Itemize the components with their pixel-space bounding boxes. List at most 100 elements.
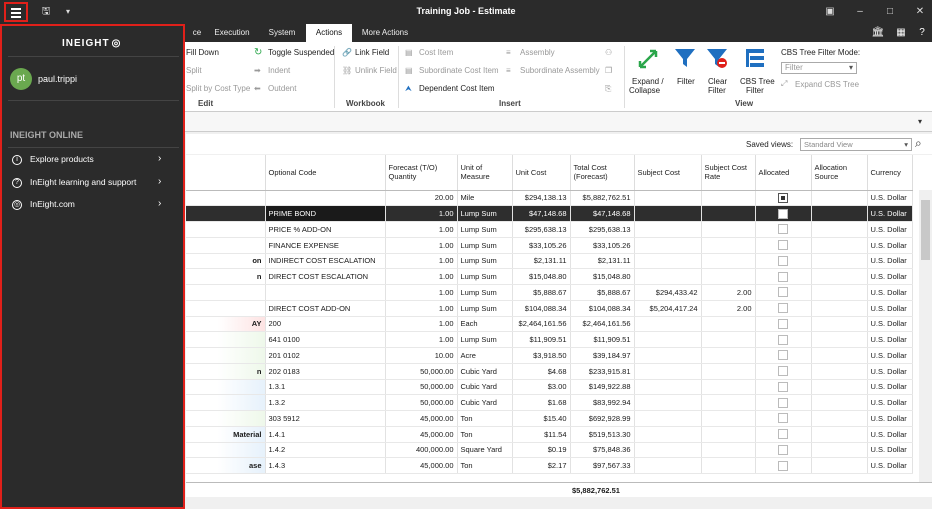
cell-subject-cost[interactable] [634, 426, 702, 443]
table-row[interactable]: on INDIRECT COST ESCALATION 1.00 Lump Sum $2… [186, 253, 913, 270]
cell-currency[interactable]: U.S. Dollar [867, 205, 913, 222]
cell-subject-cost-rate[interactable] [701, 205, 756, 222]
table-row[interactable]: DIRECT COST ADD-ON 1.00 Lump Sum $104,088.3… [186, 300, 913, 317]
cell-subject-cost[interactable] [634, 253, 702, 270]
allocated-checkbox[interactable] [778, 303, 788, 314]
cell-subject-cost[interactable] [634, 410, 702, 427]
cell-quantity[interactable]: 1.00 [385, 316, 458, 333]
cell-optional-code[interactable]: 1.3.2 [265, 394, 386, 411]
cell-currency[interactable]: U.S. Dollar [867, 268, 913, 285]
cell-total-cost[interactable]: $15,048.80 [570, 268, 635, 285]
cell-unit-of-measure[interactable]: Mile [457, 190, 513, 207]
cell-quantity[interactable]: 1.00 [385, 253, 458, 270]
cell-quantity[interactable]: 400,000.00 [385, 442, 458, 459]
unlink-field-button[interactable]: Unlink Field [355, 66, 397, 75]
cell-subject-cost[interactable] [634, 347, 702, 364]
cell-unit-of-measure[interactable]: Lump Sum [457, 205, 513, 222]
cell-allocated[interactable] [755, 347, 812, 364]
cell-allocated[interactable] [755, 363, 812, 380]
cell-total-cost[interactable]: $692,928.99 [570, 410, 635, 427]
column-header-unit-of-measure[interactable]: Unit of Measure [457, 155, 513, 191]
cell-description[interactable]: AY [186, 316, 266, 333]
allocated-checkbox[interactable] [778, 287, 788, 298]
allocated-checkbox[interactable] [778, 366, 788, 377]
cell-quantity[interactable]: 1.00 [385, 331, 458, 348]
cell-subject-cost-rate[interactable] [701, 221, 756, 238]
cell-total-cost[interactable]: $97,567.33 [570, 457, 635, 474]
cell-total-cost[interactable]: $39,184.97 [570, 347, 635, 364]
cell-unit-of-measure[interactable]: Lump Sum [457, 331, 513, 348]
cell-unit-cost[interactable]: $294,138.13 [512, 190, 571, 207]
cell-subject-cost-rate[interactable]: 2.00 [701, 284, 756, 301]
cell-total-cost[interactable]: $295,638.13 [570, 221, 635, 238]
cell-subject-cost-rate[interactable] [701, 268, 756, 285]
cell-unit-cost[interactable]: $104,088.34 [512, 300, 571, 317]
restore-layout-icon[interactable]: ▣ [825, 6, 835, 17]
cell-allocation-source[interactable] [811, 394, 868, 411]
cell-currency[interactable]: U.S. Dollar [867, 347, 913, 364]
cell-quantity[interactable]: 50,000.00 [385, 363, 458, 380]
cell-unit-cost[interactable]: $5,888.67 [512, 284, 571, 301]
cell-subject-cost[interactable]: $5,204,417.24 [634, 300, 702, 317]
cell-allocation-source[interactable] [811, 363, 868, 380]
cell-currency[interactable]: U.S. Dollar [867, 237, 913, 254]
table-row[interactable]: ase 1.4.3 45,000.00 Ton $2.17 $97,567.33 U.S. … [186, 457, 913, 474]
cell-quantity[interactable]: 50,000.00 [385, 394, 458, 411]
cell-subject-cost[interactable] [634, 363, 702, 380]
search-icon[interactable]: ⌕ [915, 136, 922, 150]
cell-total-cost[interactable]: $104,088.34 [570, 300, 635, 317]
cell-allocated[interactable] [755, 300, 812, 317]
minimize-icon[interactable]: – [857, 6, 863, 17]
column-header-total-cost[interactable]: Total Cost (Forecast) [570, 155, 635, 191]
table-row[interactable]: n DIRECT COST ESCALATION 1.00 Lump Sum $15,0… [186, 268, 913, 285]
expand-cbs-tree-button[interactable]: Expand CBS Tree [795, 80, 860, 89]
hamburger-menu-button[interactable] [4, 2, 28, 22]
chevron-right-icon[interactable]: › [158, 153, 162, 164]
allocated-checkbox[interactable] [778, 208, 788, 219]
cell-subject-cost[interactable] [634, 221, 702, 238]
cell-unit-of-measure[interactable]: Acre [457, 347, 513, 364]
cell-optional-code[interactable]: 1.4.1 [265, 426, 386, 443]
cell-optional-code[interactable] [265, 190, 386, 207]
clear-filter-label-1[interactable]: Clear [708, 77, 728, 86]
table-row[interactable]: PRIME BOND 1.00 Lump Sum $47,148.68 $47,148.… [186, 205, 913, 222]
column-header-forecast-quantity[interactable]: Forecast (T/O) Quantity [385, 155, 458, 191]
cell-subject-cost[interactable] [634, 268, 702, 285]
cell-subject-cost-rate[interactable] [701, 190, 756, 207]
user-name[interactable]: paul.trippi [38, 74, 78, 84]
cell-unit-cost[interactable]: $15,048.80 [512, 268, 571, 285]
cell-allocation-source[interactable] [811, 284, 868, 301]
cell-currency[interactable]: U.S. Dollar [867, 457, 913, 474]
assembly-button[interactable]: Assembly [520, 48, 555, 57]
close-icon[interactable]: ✕ [915, 6, 925, 17]
cell-allocated[interactable] [755, 379, 812, 396]
cell-optional-code[interactable]: 202 0183 [265, 363, 386, 380]
cell-description[interactable]: ase [186, 457, 266, 474]
cell-quantity[interactable]: 1.00 [385, 284, 458, 301]
cell-unit-of-measure[interactable]: Square Yard [457, 442, 513, 459]
expand-collapse-label-2[interactable]: Collapse [629, 86, 661, 95]
cell-allocated[interactable] [755, 190, 812, 207]
column-header-optional-code[interactable]: Optional Code [265, 155, 386, 191]
cell-unit-cost[interactable]: $11,909.51 [512, 331, 571, 348]
cell-allocation-source[interactable] [811, 268, 868, 285]
people-icon[interactable]: ⚇ [605, 48, 613, 57]
cell-description[interactable]: n [186, 268, 266, 285]
cell-optional-code[interactable]: 1.4.3 [265, 457, 386, 474]
cell-unit-of-measure[interactable]: Ton [457, 457, 513, 474]
cell-quantity[interactable]: 1.00 [385, 268, 458, 285]
cell-quantity[interactable]: 1.00 [385, 300, 458, 317]
table-row[interactable]: PRICE % ADD-ON 1.00 Lump Sum $295,638.13 $29… [186, 221, 913, 238]
allocated-checkbox[interactable] [778, 429, 788, 440]
cell-subject-cost[interactable] [634, 205, 702, 222]
cbs-tree-filter-label-1[interactable]: CBS Tree [740, 77, 775, 86]
cell-allocated[interactable] [755, 394, 812, 411]
cell-allocated[interactable] [755, 316, 812, 333]
table-row[interactable]: 1.3.2 50,000.00 Cubic Yard $1.68 $83,992.94 U… [186, 394, 913, 411]
cell-subject-cost-rate[interactable] [701, 347, 756, 364]
allocated-checkbox[interactable] [778, 192, 788, 203]
cell-unit-cost[interactable]: $33,105.26 [512, 237, 571, 254]
cell-quantity[interactable]: 20.00 [385, 190, 458, 207]
cell-unit-cost[interactable]: $1.68 [512, 394, 571, 411]
quick-access-dropdown-icon[interactable]: ▾ [65, 7, 70, 16]
